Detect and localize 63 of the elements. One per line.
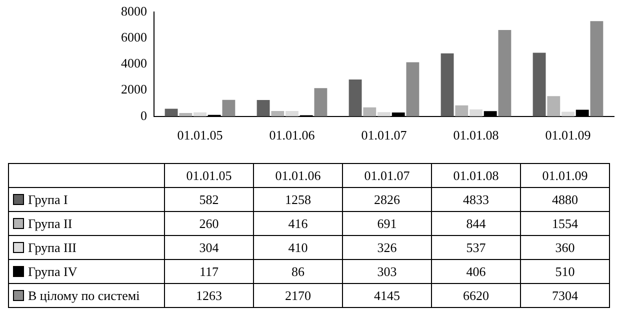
bar [470,109,482,116]
y-tick-label: 2000 [121,82,147,97]
bar [378,112,390,116]
x-tick-label: 01.01.07 [361,128,408,143]
data-label: 406 [432,260,520,284]
data-label: 86 [254,260,342,284]
bar [348,80,362,116]
data-label: 1263 [164,284,254,308]
data-label: 260 [164,212,254,236]
legend-label: Група II [8,212,164,236]
bar [498,30,512,116]
x-tick-label: 01.01.05 [177,128,223,143]
bar [532,52,546,116]
bar [590,21,604,116]
legend-label: Група III [8,236,164,260]
bar [286,111,298,116]
legend-label: Група IV [8,260,164,284]
data-label: 7304 [520,284,610,308]
data-label: 691 [342,212,432,236]
category-label: 01.01.06 [275,168,321,182]
bar [164,108,178,116]
data-label: 360 [520,236,610,260]
category-label: 01.01.07 [364,168,410,182]
bar [222,100,236,116]
y-tick-label: 4000 [121,56,147,71]
data-label: 410 [254,236,342,260]
data-label: 304 [164,236,254,260]
category-label: 01.01.05 [186,168,232,182]
data-label: 844 [432,212,520,236]
data-label: 537 [432,236,520,260]
bar [547,96,560,116]
category-label: 01.01.08 [453,168,499,182]
x-tick-label: 01.01.09 [545,128,591,143]
data-label: 4880 [520,188,610,212]
data-label: 1258 [254,188,342,212]
data-label: 6620 [432,284,520,308]
data-label: 2826 [342,188,432,212]
data-label: 510 [520,260,610,284]
bar [562,112,574,116]
x-tick-label: 01.01.06 [269,128,316,143]
bar [440,53,454,116]
x-tick-label: 01.01.08 [453,128,499,143]
data-label: 4145 [342,284,432,308]
bar [406,62,420,116]
y-tick-label: 6000 [121,30,147,45]
bar [256,100,270,116]
data-label: 416 [254,212,342,236]
legend-label: В цілому по системі [8,284,164,308]
bar [314,88,328,116]
data-label: 582 [164,188,254,212]
data-label: 4833 [432,188,520,212]
legend-label: Група I [8,188,164,212]
data-label: 303 [342,260,432,284]
category-label: 01.01.09 [542,168,588,182]
bar [271,110,284,116]
data-label: 326 [342,236,432,260]
data-label: 1554 [520,212,610,236]
data-label: 2170 [254,284,342,308]
data-label: 117 [164,260,254,284]
bar [455,105,468,116]
bar [363,107,376,116]
y-tick-label: 8000 [121,3,147,18]
y-tick-label: 0 [140,108,147,123]
